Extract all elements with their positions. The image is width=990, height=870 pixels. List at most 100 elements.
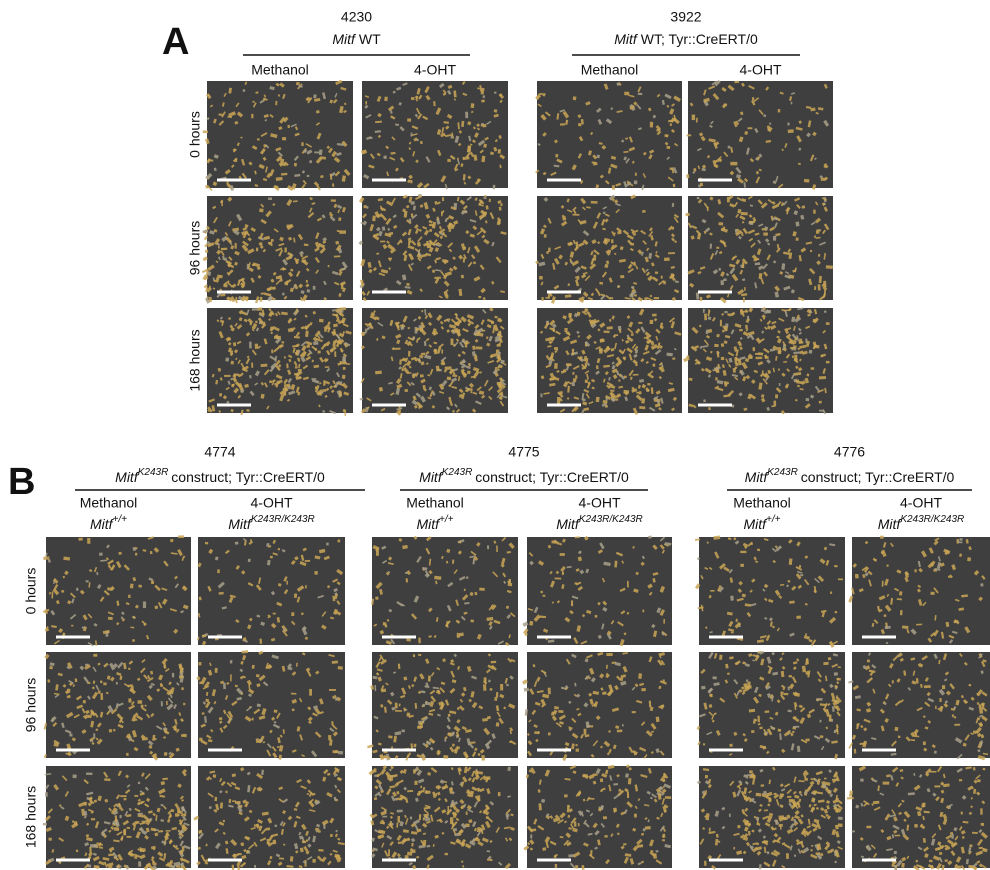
cell <box>413 744 416 748</box>
cell <box>551 540 556 543</box>
gene: Mitf <box>115 469 140 485</box>
cell <box>78 538 82 541</box>
cell <box>540 393 542 397</box>
cell <box>135 547 138 549</box>
gene: Mitf <box>332 31 357 47</box>
cell <box>286 363 288 368</box>
micrograph <box>537 308 682 415</box>
sample-id: 4775 <box>508 444 539 460</box>
cell <box>306 280 308 283</box>
sample-id: 4774 <box>204 444 235 460</box>
cell <box>93 654 97 657</box>
cell <box>304 244 309 247</box>
cell <box>638 391 641 394</box>
cell <box>818 254 820 257</box>
cell <box>142 737 148 741</box>
cell <box>335 697 338 700</box>
cell <box>765 710 770 713</box>
cell <box>613 783 618 785</box>
cell <box>530 848 533 850</box>
cell <box>708 407 710 410</box>
cell <box>45 792 48 797</box>
cell <box>214 797 217 801</box>
cell <box>252 101 254 103</box>
cell <box>524 688 529 692</box>
cell <box>572 350 574 356</box>
cell <box>392 775 396 778</box>
cell <box>398 842 401 845</box>
cell <box>742 262 744 268</box>
cell <box>116 682 118 685</box>
cell <box>638 322 642 324</box>
treatment: Methanol <box>80 495 138 511</box>
cell <box>689 378 693 381</box>
cell <box>425 702 431 705</box>
cell <box>452 410 455 413</box>
cell <box>756 357 763 360</box>
construct: MitfK243Rconstruct; Tyr::CreERT/0 <box>419 467 629 485</box>
cell <box>407 790 413 792</box>
cell <box>787 796 791 798</box>
cell <box>693 168 696 172</box>
cell <box>655 271 658 274</box>
cell <box>703 309 705 313</box>
cell <box>663 834 666 838</box>
cell <box>255 344 259 349</box>
cell <box>123 829 126 836</box>
cell <box>778 369 780 371</box>
cell <box>497 333 501 336</box>
cell <box>662 839 665 841</box>
cell <box>161 701 163 706</box>
cell <box>638 93 643 95</box>
cell <box>763 232 768 235</box>
cell <box>178 535 184 538</box>
cell <box>788 129 794 133</box>
cell <box>273 840 277 845</box>
cell <box>795 222 799 227</box>
cell <box>230 660 233 663</box>
construct: MitfK243Rconstruct; Tyr::CreERT/0 <box>745 467 955 485</box>
cell <box>257 138 260 140</box>
micrograph <box>695 535 845 647</box>
cell <box>634 180 638 184</box>
treatment: 4-OHT <box>579 495 621 511</box>
gene: Mitf <box>416 516 441 532</box>
cell <box>419 814 421 820</box>
cell <box>165 830 170 832</box>
micrograph <box>207 307 353 416</box>
cell <box>745 325 748 330</box>
cell <box>744 287 746 291</box>
cell <box>719 655 722 660</box>
cell <box>772 626 775 629</box>
cell <box>75 678 78 682</box>
cell <box>428 676 431 682</box>
cell <box>590 850 592 856</box>
cell <box>696 118 698 123</box>
cell <box>778 109 781 112</box>
cell <box>799 339 802 344</box>
cell <box>260 297 263 302</box>
cell <box>639 406 645 409</box>
cell <box>634 814 637 818</box>
cell <box>486 816 489 819</box>
cell <box>411 201 415 205</box>
cell <box>654 297 659 299</box>
gene: Mitf <box>743 516 768 532</box>
cell <box>631 333 634 336</box>
cell <box>209 297 212 302</box>
cell <box>332 183 334 187</box>
cell <box>461 806 464 809</box>
cell <box>219 113 223 115</box>
cell <box>568 854 574 857</box>
micrograph <box>203 80 353 191</box>
cell <box>343 367 346 370</box>
cell <box>271 239 274 242</box>
cell <box>697 197 700 199</box>
cell <box>473 261 476 264</box>
genotype-rest: WT; Tyr::CreERT/0 <box>641 31 758 47</box>
cell <box>396 791 399 794</box>
cell <box>322 389 326 392</box>
cell <box>410 849 415 853</box>
cell <box>388 258 392 260</box>
cell <box>313 341 318 345</box>
